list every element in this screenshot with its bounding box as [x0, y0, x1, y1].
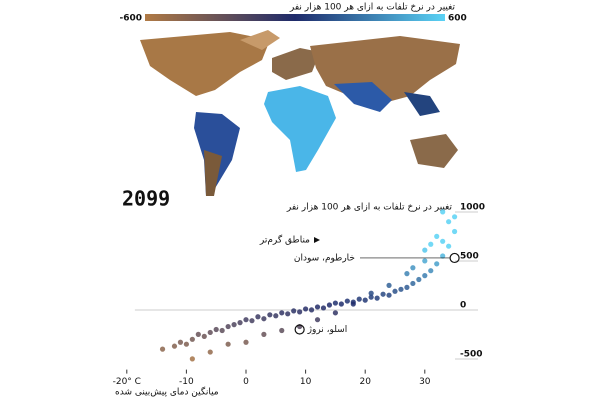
point [386, 282, 392, 288]
point [434, 233, 440, 239]
point [452, 214, 458, 220]
point [434, 261, 440, 267]
point [422, 247, 428, 253]
annotation-circle [294, 324, 305, 335]
y-tick-label: 500 [460, 252, 479, 262]
point [255, 314, 261, 320]
y-tick-label: 1000 [460, 203, 485, 213]
point [428, 241, 434, 247]
point [231, 322, 237, 328]
point [225, 323, 231, 330]
point [219, 327, 225, 334]
point [332, 300, 338, 306]
point [326, 302, 333, 308]
point [285, 311, 291, 317]
point [452, 228, 458, 235]
x-axis-title: میانگین دمای پیش‌بینی شده [115, 386, 219, 398]
point [422, 258, 428, 264]
colorbar-title: تغییر در نرخ تلفات به ازای هر 100 هزار ن… [289, 3, 456, 13]
arrow-icon [314, 237, 320, 243]
point [338, 301, 344, 307]
point [416, 276, 422, 283]
point [297, 309, 303, 315]
arrow-note: مناطق گرم‌تر [259, 234, 310, 246]
point [398, 286, 404, 292]
point [356, 296, 362, 302]
point [362, 297, 368, 303]
point [159, 346, 166, 352]
point [303, 306, 309, 312]
point [261, 316, 267, 322]
point [279, 310, 285, 316]
point [183, 341, 189, 347]
point [195, 331, 201, 337]
point [207, 349, 213, 355]
y-tick-label: -500 [460, 350, 483, 360]
x-tick-label: 0 [243, 377, 249, 387]
point [446, 243, 452, 249]
point [446, 219, 452, 225]
year-label: 2099 [122, 187, 170, 211]
point [243, 317, 249, 323]
point [237, 320, 243, 326]
point [422, 273, 428, 279]
point [213, 326, 219, 333]
point [273, 313, 279, 319]
point [171, 343, 178, 349]
point [380, 291, 386, 297]
point [404, 284, 410, 290]
point [207, 329, 213, 336]
point [279, 327, 285, 334]
point [189, 356, 195, 362]
y-tick-label: 0 [460, 301, 466, 311]
point [267, 312, 273, 318]
world-map [140, 30, 460, 196]
point [314, 304, 321, 310]
point [308, 307, 315, 313]
point [404, 271, 410, 277]
point [332, 310, 338, 316]
annotation-label: خارطوم، سودان [294, 253, 355, 263]
point [440, 253, 446, 259]
point [201, 333, 207, 339]
x-tick-label: -10 [179, 377, 194, 387]
point [177, 339, 184, 345]
point [320, 305, 327, 311]
point [261, 331, 267, 337]
colorbar-tick-label: 600 [448, 14, 467, 24]
point [350, 301, 356, 307]
y-axis-title: تغییر در نرخ تلفات به ازای هر 100 هزار ن… [286, 203, 453, 213]
point [243, 339, 249, 345]
point [374, 295, 380, 301]
point [249, 318, 255, 324]
point [368, 294, 374, 300]
annotation-label: اسلو، نروژ [307, 325, 348, 335]
point [344, 298, 350, 304]
point [440, 209, 446, 215]
point [410, 265, 416, 271]
point [386, 292, 392, 298]
x-tick-label: 20 [359, 377, 371, 387]
point [189, 336, 195, 342]
point [428, 268, 434, 274]
point [291, 308, 297, 314]
point [440, 238, 446, 244]
point [410, 280, 416, 287]
point [368, 290, 374, 296]
colorbar-tick-label: -600 [119, 14, 142, 24]
point [314, 317, 321, 323]
x-tick-label: 30 [419, 377, 431, 387]
annotation-circle [449, 252, 460, 264]
point [392, 288, 398, 294]
x-tick-label: 10 [300, 377, 312, 387]
x-tick-label: -20° C [113, 377, 141, 387]
point [225, 341, 231, 347]
colorbar [145, 14, 445, 21]
